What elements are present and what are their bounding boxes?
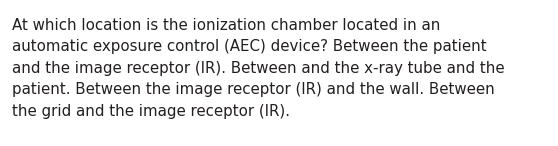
Text: At which location is the ionization chamber located in an
automatic exposure con: At which location is the ionization cham… [12,18,505,119]
